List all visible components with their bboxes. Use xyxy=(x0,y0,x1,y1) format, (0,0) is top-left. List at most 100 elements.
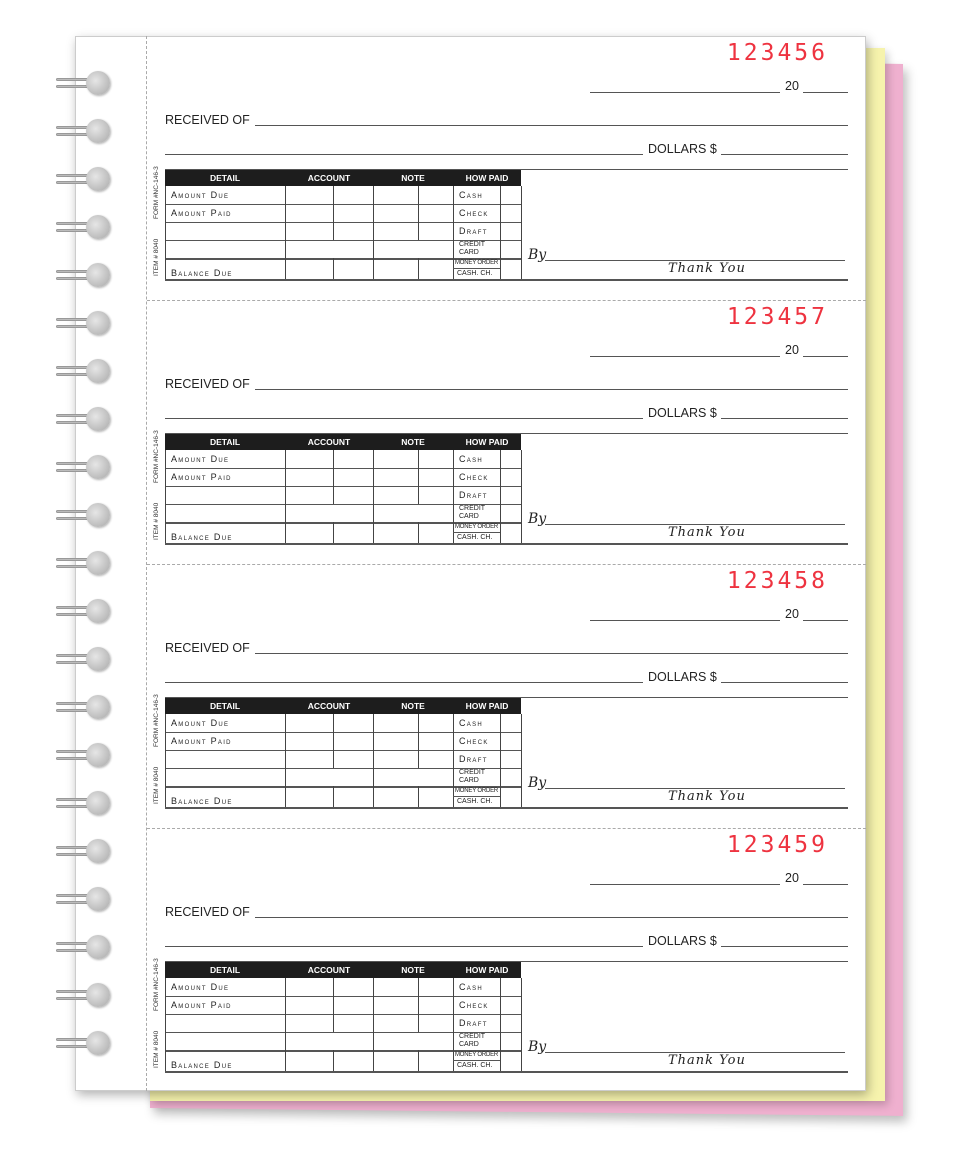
receipt-number: 123456 xyxy=(726,40,828,66)
table-row-line xyxy=(165,1032,521,1033)
dollars-label: DOLLARS $ xyxy=(648,934,717,948)
balance-row-line xyxy=(165,522,521,524)
amount-words-field[interactable] xyxy=(165,946,643,947)
table-top-rule xyxy=(165,433,848,434)
signature-field[interactable] xyxy=(545,260,845,261)
year-field[interactable] xyxy=(803,356,848,357)
year-field[interactable] xyxy=(803,620,848,621)
received-of-label: RECEIVED OF xyxy=(165,641,250,655)
how-paid-draft: Draft xyxy=(459,226,488,236)
received-of-field[interactable] xyxy=(255,389,848,390)
dollars-label: DOLLARS $ xyxy=(648,406,717,420)
thank-you-text: Thank You xyxy=(668,1053,746,1068)
table-column-line xyxy=(165,450,166,543)
date-field[interactable] xyxy=(590,884,780,885)
table-header xyxy=(165,170,521,186)
spiral-ring xyxy=(56,119,112,145)
how-paid-money-order: MONEY ORDER xyxy=(455,788,499,794)
received-of-field[interactable] xyxy=(255,917,848,918)
amount-words-field[interactable] xyxy=(165,418,643,419)
table-column-line xyxy=(165,978,166,1071)
signature-field[interactable] xyxy=(545,1052,845,1053)
table-column-line xyxy=(418,258,419,279)
table-column-line xyxy=(453,714,454,807)
table-column-line xyxy=(418,978,419,1032)
table-row-line xyxy=(165,486,521,487)
column-header: NOTE xyxy=(401,173,425,183)
amount-words-field[interactable] xyxy=(165,154,643,155)
column-header: ACCOUNT xyxy=(307,173,351,183)
table-bottom-rule xyxy=(165,279,848,281)
how-paid-check: Check xyxy=(459,472,489,482)
item-code: ITEM # 8040 xyxy=(153,1030,160,1068)
by-label: By xyxy=(528,511,547,527)
table-column-line xyxy=(500,186,501,279)
received-of-field[interactable] xyxy=(255,125,848,126)
date-field[interactable] xyxy=(590,92,780,93)
table-column-line xyxy=(373,450,374,543)
tear-line xyxy=(147,828,866,829)
spiral-ring xyxy=(56,791,112,817)
table-row-line xyxy=(165,1014,521,1015)
table-column-line xyxy=(333,1050,334,1071)
spiral-ring xyxy=(56,407,112,433)
column-header: DETAIL xyxy=(209,437,241,447)
table-top-rule xyxy=(165,697,848,698)
how-paid-check: Check xyxy=(459,208,489,218)
receipt: 123458 20 RECEIVED OF DOLLARS $ FORM #NC-146… xyxy=(0,564,960,829)
table-column-line xyxy=(418,186,419,240)
column-header: HOW PAID xyxy=(465,701,509,711)
by-label: By xyxy=(528,775,547,791)
dollars-field[interactable] xyxy=(721,154,848,155)
item-code: ITEM # 8040 xyxy=(153,502,160,540)
money-order-split xyxy=(453,1060,500,1061)
table-column-line xyxy=(453,186,454,279)
table-row-line xyxy=(165,222,521,223)
how-paid-cash-check: CASH. CH. xyxy=(457,534,493,541)
how-paid-credit-card: CREDIT CARD xyxy=(459,1033,485,1048)
signature-field[interactable] xyxy=(545,524,845,525)
detail-amount-due: Amount Due xyxy=(171,982,230,992)
by-label: By xyxy=(528,247,547,263)
table-column-line xyxy=(285,714,286,807)
how-paid-cash: Cash xyxy=(459,718,484,728)
signature-field[interactable] xyxy=(545,788,845,789)
dollars-field[interactable] xyxy=(721,418,848,419)
dollars-field[interactable] xyxy=(721,682,848,683)
year-field[interactable] xyxy=(803,884,848,885)
table-column-line xyxy=(453,450,454,543)
table-column-line xyxy=(418,714,419,768)
date-field[interactable] xyxy=(590,620,780,621)
thank-you-text: Thank You xyxy=(668,789,746,804)
how-paid-draft: Draft xyxy=(459,490,488,500)
table-row-line xyxy=(165,996,521,997)
table-column-line xyxy=(500,714,501,807)
date-field[interactable] xyxy=(590,356,780,357)
table-column-line xyxy=(418,522,419,543)
how-paid-draft: Draft xyxy=(459,754,488,764)
table-column-line xyxy=(418,450,419,504)
receipt-number: 123457 xyxy=(726,304,828,330)
dollars-field[interactable] xyxy=(721,946,848,947)
year-field[interactable] xyxy=(803,92,848,93)
spiral-ring xyxy=(56,695,112,721)
detail-amount-paid: Amount Paid xyxy=(171,1000,232,1010)
how-paid-check: Check xyxy=(459,1000,489,1010)
detail-amount-due: Amount Due xyxy=(171,454,230,464)
table-column-line xyxy=(285,450,286,543)
spiral-ring xyxy=(56,887,112,913)
received-of-field[interactable] xyxy=(255,653,848,654)
table-column-line xyxy=(373,714,374,807)
table-column-line xyxy=(333,522,334,543)
table-bottom-rule xyxy=(165,807,848,809)
amount-words-field[interactable] xyxy=(165,682,643,683)
spiral-ring xyxy=(56,167,112,193)
how-paid-cash-check: CASH. CH. xyxy=(457,270,493,277)
detail-amount-due: Amount Due xyxy=(171,190,230,200)
how-paid-credit-card: CREDIT CARD xyxy=(459,769,485,784)
by-label: By xyxy=(528,1039,547,1055)
spiral-ring xyxy=(56,71,112,97)
table-column-line xyxy=(418,786,419,807)
received-of-label: RECEIVED OF xyxy=(165,113,250,127)
how-paid-cash-check: CASH. CH. xyxy=(457,1062,493,1069)
